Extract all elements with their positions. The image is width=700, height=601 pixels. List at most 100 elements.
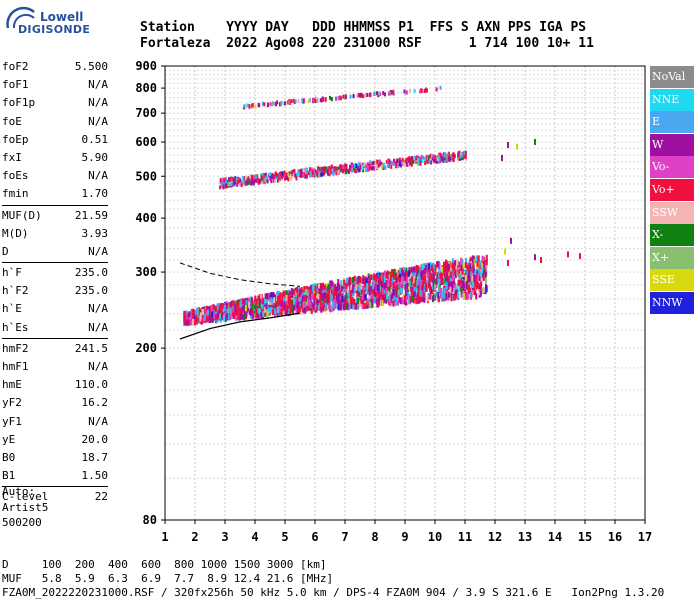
echo-point [308, 167, 311, 172]
echo-point [349, 277, 352, 284]
echo-point [534, 254, 536, 261]
echo-point [324, 302, 327, 309]
echo-point [275, 301, 278, 308]
echo-point [323, 171, 326, 176]
echo-point [221, 309, 224, 316]
echo-point [257, 178, 260, 183]
echo-point [427, 263, 430, 270]
echo-point [351, 299, 354, 306]
echo-point [361, 164, 364, 169]
echo-point [224, 184, 227, 189]
echo-point [383, 279, 386, 286]
echo-point [336, 283, 339, 290]
echo-point [225, 182, 228, 187]
echo-point [428, 156, 431, 161]
echo-point [247, 176, 250, 181]
echo-point [415, 264, 418, 271]
footer-muf: MUF 5.8 5.9 6.3 6.9 7.7 8.9 12.4 21.6 [M… [2, 572, 334, 586]
echo-point [436, 261, 439, 268]
echo-point [373, 160, 376, 165]
echo-point [390, 269, 393, 276]
echo-point [323, 284, 326, 291]
legend-entry: X- [650, 224, 694, 247]
echo-point [317, 302, 320, 309]
echo-point [266, 179, 269, 184]
echo-point [331, 283, 334, 290]
y-tick-label: 800 [135, 81, 157, 95]
echo-point [381, 295, 384, 302]
echo-point [469, 256, 472, 263]
echo-point [350, 284, 353, 291]
echo-point [477, 285, 480, 292]
echo-point [354, 303, 357, 310]
param-key: B1 [2, 469, 16, 483]
echo-point [221, 302, 224, 309]
echo-point [397, 294, 400, 301]
echo-point [211, 314, 214, 321]
echo-point [472, 262, 475, 269]
echo-point [307, 99, 310, 104]
echo-point [333, 283, 336, 290]
echo-point [183, 311, 186, 318]
echo-point [405, 276, 408, 283]
echo-point [401, 157, 404, 162]
echo-point [477, 269, 480, 276]
param-row: foF2 5.500 [2, 58, 108, 76]
echo-point [419, 161, 422, 166]
echo-point [376, 159, 379, 164]
header-labels: Station YYYY DAY DDD HHMMSS P1 FFS S AXN… [140, 20, 587, 35]
echo-point [292, 294, 295, 301]
echo-point [439, 152, 442, 157]
echo-point [394, 299, 397, 306]
legend-entry: E [650, 111, 694, 134]
echo-point [504, 248, 506, 255]
x-tick-label: 16 [608, 530, 622, 544]
x-tick-label: 1 [161, 530, 168, 544]
param-key: h`F2 [2, 284, 29, 298]
echo-point [461, 268, 464, 275]
header-values: Fortaleza 2022 Ago08 220 231000 RSF 1 71… [140, 36, 594, 51]
echo-point [323, 296, 326, 303]
echo-point [458, 275, 461, 282]
echo-point [328, 166, 331, 171]
echo-point [443, 273, 446, 280]
echo-point [477, 273, 480, 280]
echo-point [462, 262, 465, 269]
echo-point [407, 158, 410, 163]
echo-point [280, 292, 283, 299]
echo-point [374, 293, 377, 300]
echo-point [254, 104, 257, 109]
y-tick-label: 400 [135, 211, 157, 225]
echo-point [476, 260, 479, 267]
echo-point [294, 99, 297, 104]
echo-point [276, 178, 279, 183]
echo-point [307, 287, 310, 294]
echo-point [458, 150, 461, 155]
echo-point [424, 161, 427, 166]
echo-point [359, 287, 362, 294]
echo-point [432, 294, 435, 301]
echo-point [301, 98, 304, 103]
echo-point [364, 93, 367, 98]
echo-point [346, 277, 349, 284]
echo-point [264, 178, 267, 183]
echo-point [449, 156, 452, 161]
echo-point [421, 263, 424, 270]
echo-point [241, 313, 244, 320]
echo-point [280, 308, 283, 315]
echo-point [480, 260, 483, 267]
echo-point [197, 311, 200, 318]
echo-point [321, 98, 324, 103]
echo-point [347, 169, 350, 174]
echo-point [359, 276, 362, 283]
echo-point [313, 283, 316, 290]
echo-point [393, 293, 396, 300]
echo-point [243, 302, 246, 309]
echo-point [447, 155, 450, 160]
echo-point [213, 312, 216, 319]
echo-point [464, 288, 467, 295]
echo-point [395, 269, 398, 276]
echo-point [410, 289, 413, 296]
y-tick-label: 700 [135, 106, 157, 120]
echo-point [467, 269, 470, 276]
